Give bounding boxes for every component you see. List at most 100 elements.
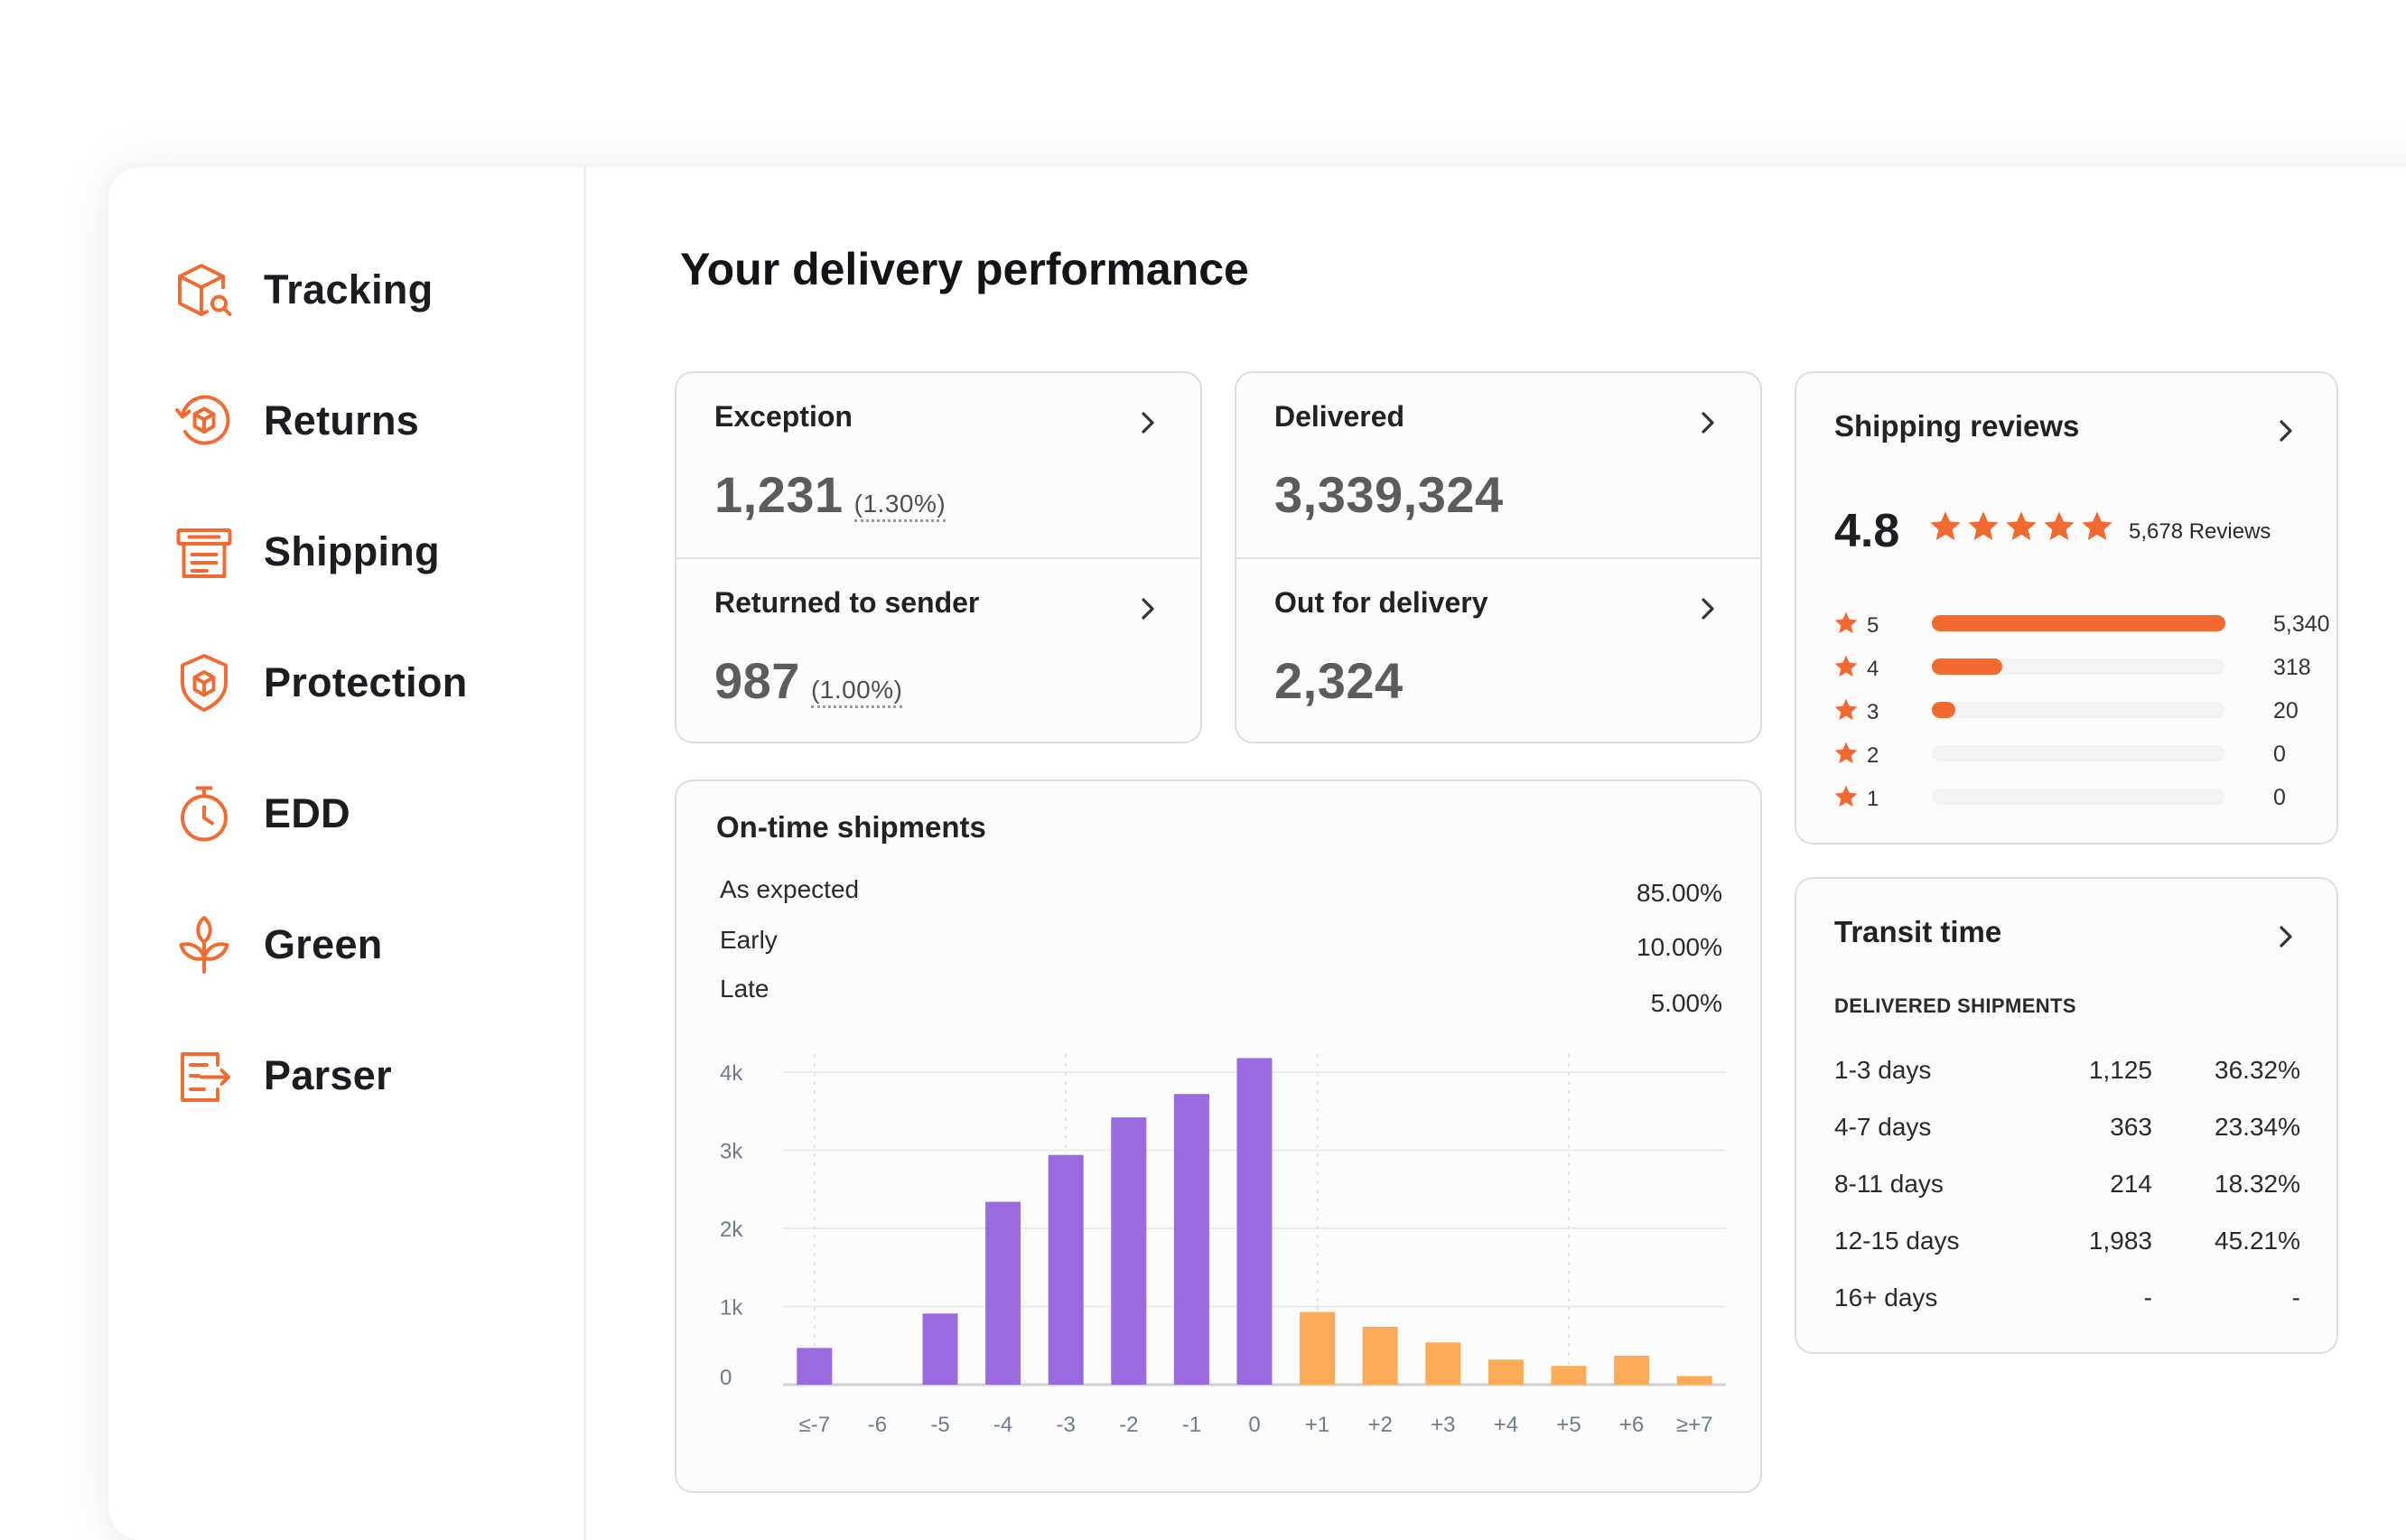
rating-review-count: 0	[2273, 785, 2286, 810]
app-window: Tracking Returns Shipping Protection	[108, 167, 2406, 1540]
transit-percent: -	[2291, 1283, 2300, 1311]
rating-row-5: 5 5,340	[1832, 606, 2336, 642]
rating-bar-track	[1932, 745, 2225, 761]
bar--1[interactable]	[1173, 1094, 1209, 1385]
star-icon	[2044, 511, 2075, 540]
stat-label: Returned to sender	[714, 586, 980, 619]
ontime-bar-chart: 0 1k 2k 3k 4k ≤-7 -6 -5 -4 -3 -2 -1 0 +1 +2 +3 +4 +5 +6 ≥+7	[720, 1054, 1726, 1437]
star-icon	[1834, 655, 1858, 677]
bar-+2[interactable]	[1362, 1326, 1398, 1385]
sidebar-item-green[interactable]: Green	[172, 904, 383, 985]
returned-stat[interactable]: Returned to sender 987 (1.00%)	[676, 557, 1200, 742]
star-icon	[1834, 611, 1858, 634]
rating-bar-track	[1932, 789, 2225, 805]
sidebar-item-parser[interactable]: Parser	[172, 1035, 392, 1116]
transit-row: 1-3 days 1,125 36.32%	[1834, 1056, 2300, 1096]
rating-row-4: 4 318	[1832, 649, 2336, 686]
bar-+4[interactable]	[1487, 1359, 1524, 1385]
exception-percent[interactable]: (1.30%)	[853, 490, 947, 522]
bar--5[interactable]	[922, 1313, 958, 1385]
bar--3[interactable]	[1048, 1154, 1084, 1385]
bar--2[interactable]	[1111, 1117, 1147, 1385]
star-icon	[1834, 742, 1858, 764]
sprout-icon	[179, 916, 229, 974]
bar-≥+7[interactable]	[1676, 1376, 1712, 1385]
average-rating: 4.8	[1834, 505, 1900, 557]
star-icon	[1834, 698, 1858, 721]
rating-star-count: 1	[1867, 787, 1879, 811]
star-icon	[1968, 511, 1999, 540]
shipping-reviews-card: Shipping reviews 4.8 5,678 Reviews 5 5,34…	[1795, 371, 2338, 845]
return-box-icon	[175, 395, 230, 445]
sidebar-item-label: Green	[264, 921, 383, 967]
chevron-right-icon[interactable]	[2277, 922, 2297, 951]
document-arrow-icon	[181, 1052, 230, 1102]
y-tick-label: 0	[720, 1366, 732, 1390]
star-icon	[2082, 511, 2112, 540]
rating-bar-fill	[1932, 658, 2002, 675]
exception-returned-card: Exception 1,231 (1.30%) Returned to sende…	[675, 371, 1202, 743]
legend-label: As expected	[720, 875, 860, 903]
card-title: On-time shipments	[716, 810, 986, 844]
chevron-right-icon[interactable]	[2277, 416, 2297, 445]
transit-percent: 18.32%	[2215, 1170, 2300, 1198]
bar-≤-7[interactable]	[797, 1348, 833, 1385]
transit-percent: 36.32%	[2215, 1056, 2300, 1084]
bar-+1[interactable]	[1300, 1311, 1336, 1385]
sidebar-item-returns[interactable]: Returns	[172, 380, 419, 462]
sidebar-item-shipping[interactable]: Shipping	[172, 511, 440, 593]
out-for-delivery-stat[interactable]: Out for delivery 2,324	[1236, 557, 1760, 742]
transit-row: 16+ days - -	[1834, 1283, 2300, 1323]
x-tick-label: +1	[1305, 1413, 1329, 1437]
y-tick-label: 1k	[720, 1296, 743, 1321]
sidebar-item-edd[interactable]: EDD	[172, 773, 350, 854]
sidebar-item-label: Protection	[264, 659, 468, 705]
legend-row-as-expected: As expected 85.00%	[720, 875, 1722, 911]
exception-count: 1,231	[714, 466, 844, 523]
x-tick-label: ≤-7	[799, 1413, 831, 1437]
exception-stat[interactable]: Exception 1,231 (1.30%)	[676, 373, 1200, 557]
rating-row-3: 3 20	[1832, 693, 2336, 729]
transit-range: 12-15 days	[1834, 1227, 1960, 1255]
shipping-label-icon	[176, 528, 232, 578]
chevron-right-icon	[1142, 412, 1154, 434]
bar--4[interactable]	[985, 1201, 1021, 1385]
card-title: Transit time	[1834, 915, 2002, 948]
bar-+5[interactable]	[1551, 1366, 1587, 1385]
delivered-card: Delivered 3,339,324 Out for delivery 2,3…	[1235, 371, 1762, 743]
rating-review-count: 20	[2273, 698, 2299, 723]
legend-row-late: Late 5.00%	[720, 975, 1722, 1017]
transit-count: 1,125	[2088, 1056, 2152, 1084]
transit-row: 12-15 days 1,983 45.21%	[1834, 1227, 2300, 1266]
returned-percent[interactable]: (1.00%)	[810, 676, 903, 708]
stat-value: 2,324	[1274, 652, 1404, 709]
transit-row: 8-11 days 214 18.32%	[1834, 1170, 2300, 1209]
stopwatch-icon	[181, 786, 228, 842]
bar-+3[interactable]	[1425, 1342, 1461, 1385]
bar-+6[interactable]	[1614, 1355, 1650, 1385]
bar-0[interactable]	[1236, 1058, 1273, 1385]
y-tick-label: 2k	[720, 1218, 743, 1242]
sidebar-item-tracking[interactable]: Tracking	[172, 249, 433, 331]
rating-star-count: 2	[1867, 743, 1879, 768]
returned-count: 987	[714, 652, 800, 709]
sidebar-item-protection[interactable]: Protection	[172, 642, 468, 723]
x-tick-label: -1	[1182, 1413, 1201, 1437]
ontime-shipments-card: On-time shipments As expected 85.00% Ear…	[675, 779, 1762, 1493]
transit-percent: 45.21%	[2215, 1227, 2300, 1255]
sidebar-item-label: Parser	[264, 1052, 392, 1098]
sidebar-item-label: Shipping	[264, 528, 440, 574]
x-tick-label: +5	[1556, 1413, 1581, 1437]
transit-percent: 23.34%	[2215, 1113, 2300, 1141]
transit-count: -	[2143, 1283, 2152, 1311]
chevron-right-icon	[1702, 412, 1714, 434]
y-tick-label: 3k	[720, 1140, 743, 1164]
rating-review-count: 5,340	[2273, 611, 2330, 637]
delivered-stat[interactable]: Delivered 3,339,324	[1236, 373, 1760, 557]
rating-star-count: 5	[1867, 613, 1879, 638]
legend-row-early: Early 10.00%	[720, 926, 1722, 962]
transit-range: 4-7 days	[1834, 1113, 1932, 1141]
star-icon	[2006, 511, 2037, 540]
